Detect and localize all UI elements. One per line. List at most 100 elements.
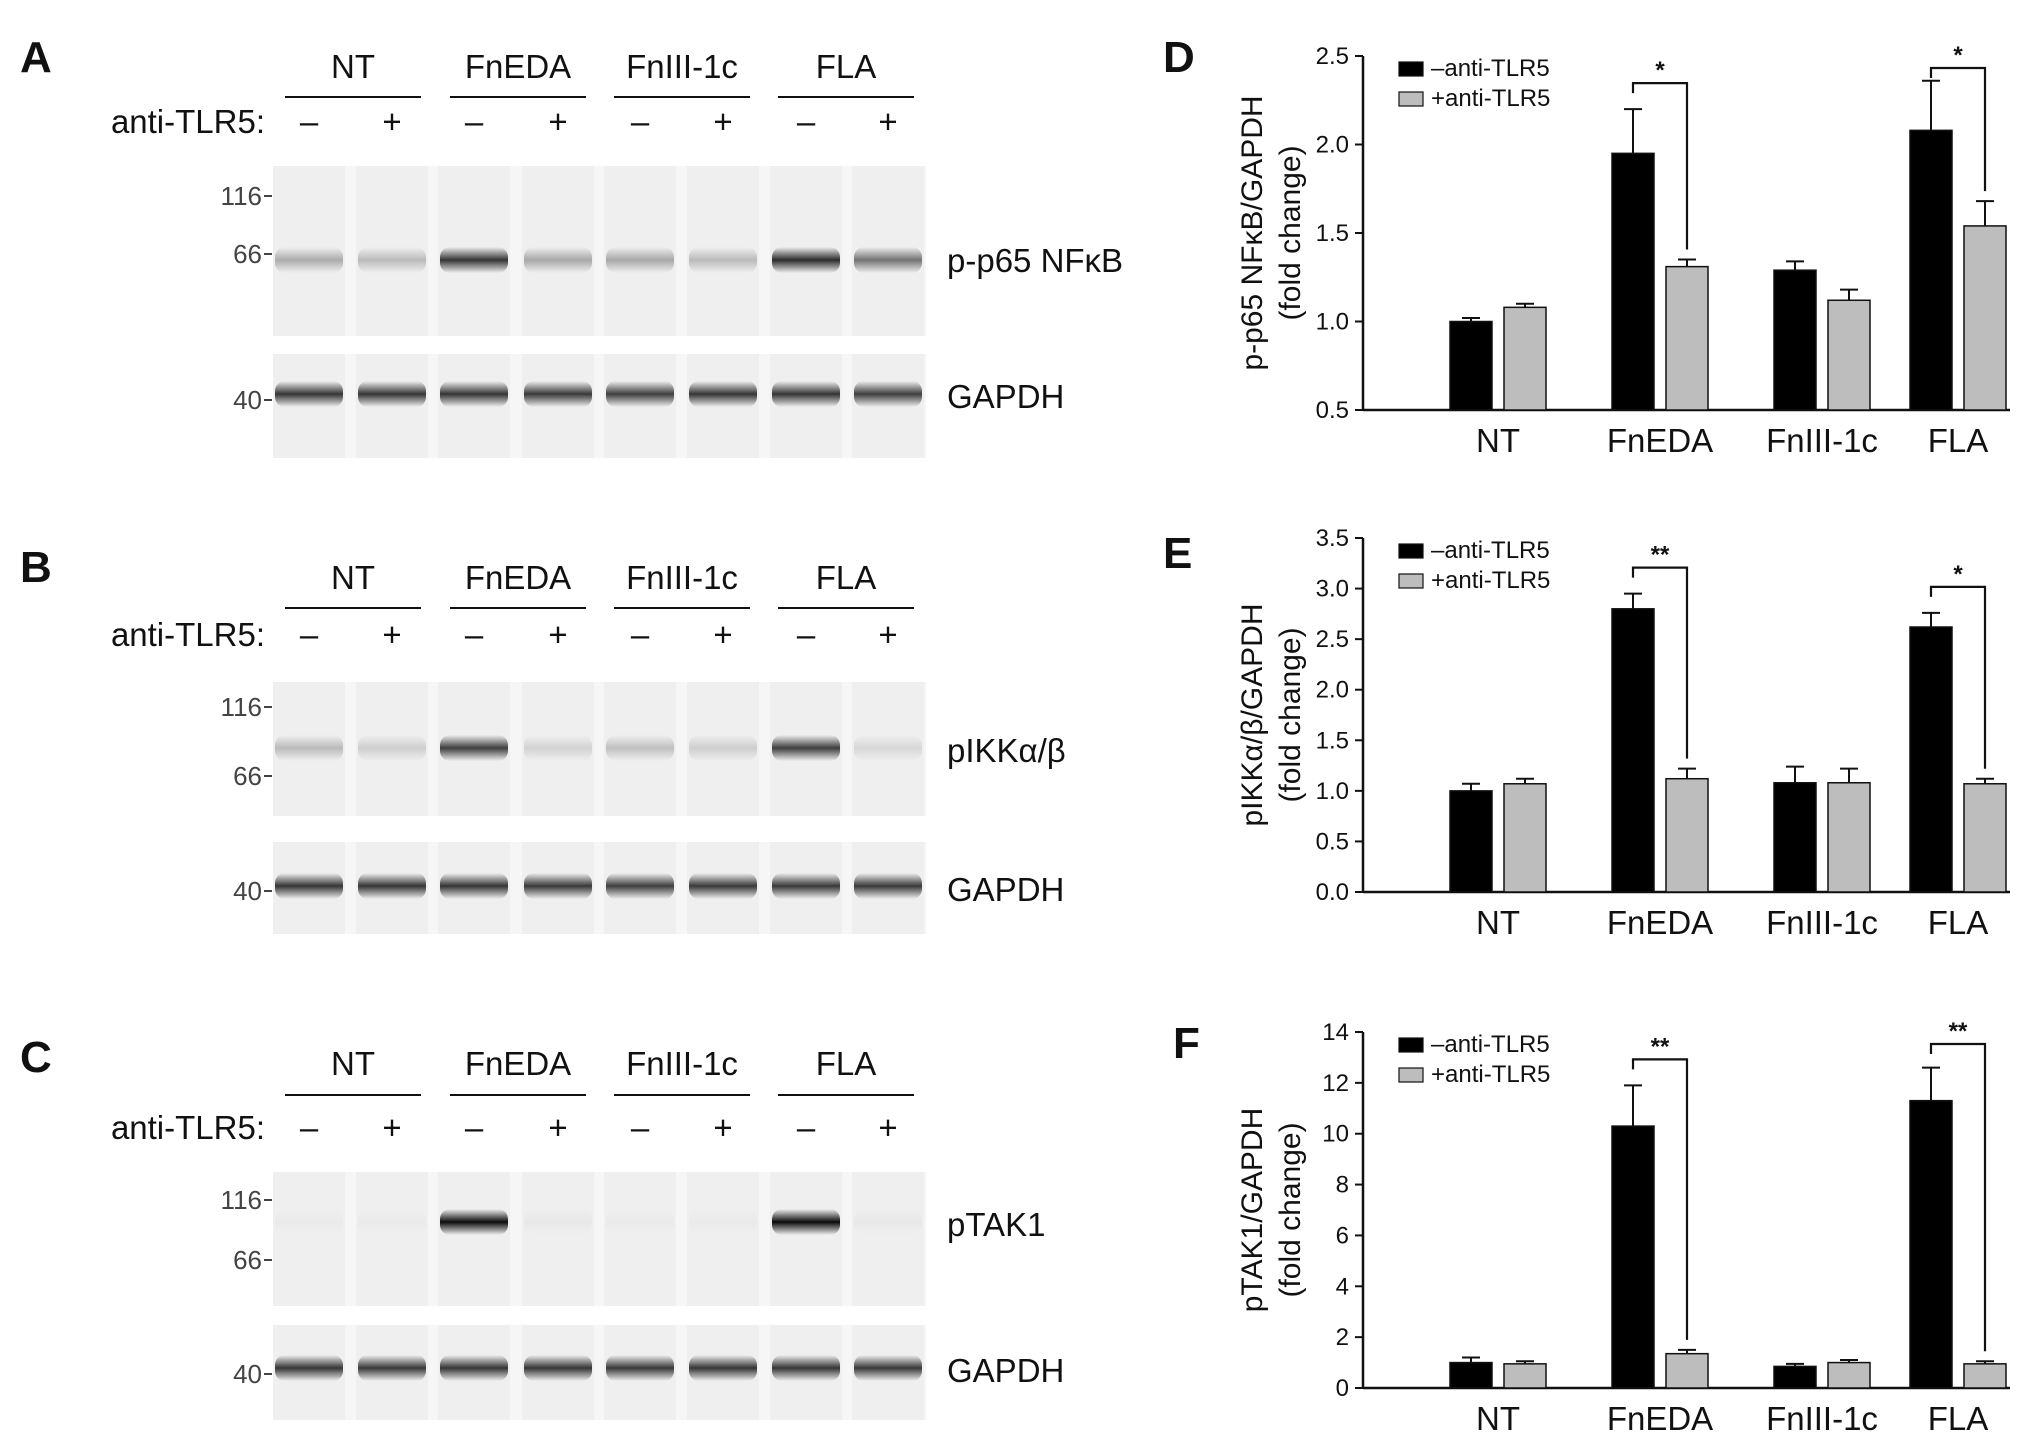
y-axis-title: pTAK1/GAPDH (fold change)	[1236, 1108, 1307, 1313]
group-label: FnIII-1c	[626, 48, 738, 85]
mw-marker: 40	[233, 876, 262, 906]
band	[772, 1209, 840, 1235]
bar	[1827, 1361, 1871, 1389]
bar	[1611, 1125, 1655, 1389]
legend-label: +anti-TLR5	[1431, 1061, 1550, 1088]
band	[606, 1209, 674, 1235]
y-tick-label: 1.0	[1316, 778, 1349, 805]
group-label: FnIII-1c	[626, 1045, 738, 1082]
band	[275, 247, 343, 273]
lane-sign: –	[797, 616, 816, 653]
y-axis-title: pIKKα/β/GAPDH (fold change)	[1236, 604, 1307, 827]
band	[358, 735, 426, 761]
protein-label: GAPDH	[947, 1352, 1064, 1389]
bar	[1909, 626, 1953, 893]
legend-swatch	[1398, 1067, 1424, 1083]
legend-label: –anti-TLR5	[1431, 1031, 1550, 1058]
protein-label: GAPDH	[947, 871, 1064, 908]
y-axis-label: (fold change)	[1274, 1122, 1307, 1297]
band	[772, 735, 840, 761]
category-label: FnIII-1c	[1766, 904, 1878, 941]
bar	[1503, 783, 1547, 893]
bar	[1909, 129, 1953, 411]
chart-E: E 0.0 0.5 1.0 1.5 2.0 2.5 3.0 3.5 pIKKα/β/GAPDH (f…	[1163, 525, 2010, 941]
legend-label: –anti-TLR5	[1431, 55, 1550, 82]
y-tick-label: 2.0	[1316, 132, 1349, 159]
band	[275, 735, 343, 761]
category-label: NT	[1476, 1400, 1520, 1437]
group-label: NT	[331, 48, 375, 85]
lane-sign: –	[797, 103, 816, 140]
significance-bracket	[1929, 585, 1987, 769]
band	[689, 735, 757, 761]
lane-sign: –	[300, 103, 319, 140]
bar	[1773, 269, 1817, 411]
mw-marker: 40	[233, 1359, 262, 1389]
y-axis-label: pIKKα/β/GAPDH	[1236, 604, 1269, 827]
bar	[1449, 790, 1493, 893]
band	[358, 1355, 426, 1381]
category-label: FnIII-1c	[1766, 1400, 1878, 1437]
band	[689, 1355, 757, 1381]
protein-label: pTAK1	[947, 1206, 1045, 1243]
protein-label: GAPDH	[947, 378, 1064, 415]
band	[689, 247, 757, 273]
lane-sign: –	[631, 103, 650, 140]
bar	[1827, 299, 1871, 411]
bar	[1827, 782, 1871, 893]
protein-label: pIKKα/β	[947, 732, 1066, 769]
y-tick-label: 0	[1336, 1375, 1349, 1402]
lane-column	[604, 1172, 676, 1306]
significance-label: *	[1953, 561, 1963, 588]
lane-column	[522, 1172, 594, 1306]
bottom-strip: 40 GAPDH	[233, 354, 1064, 458]
group-label: FnEDA	[465, 559, 571, 596]
bar	[1449, 320, 1493, 411]
y-tick-label: 6	[1336, 1222, 1349, 1249]
row-label: anti-TLR5:	[111, 103, 265, 140]
row-label: anti-TLR5:	[111, 616, 265, 653]
significance-bracket	[1631, 1058, 1689, 1340]
bar	[1611, 608, 1655, 893]
significance-label: *	[1953, 42, 1963, 69]
significance-label: *	[1655, 57, 1665, 84]
top-strip: 116 66 pIKKα/β	[221, 682, 1066, 816]
y-axis-label: p-p65 NFκB/GAPDH	[1236, 95, 1269, 370]
lane-sign: +	[548, 103, 567, 140]
band	[689, 381, 757, 407]
band	[524, 873, 592, 899]
y-tick-label: 2	[1336, 1324, 1349, 1351]
group-label: FLA	[816, 48, 877, 85]
band	[606, 247, 674, 273]
band	[772, 381, 840, 407]
legend-label: +anti-TLR5	[1431, 567, 1550, 594]
chart-F: F 0 2 4 6 8 10 12 14 pTAK1/GAPDH (fold change) NT Fn…	[1173, 1018, 2010, 1437]
lane-column	[770, 1172, 842, 1306]
row-label: anti-TLR5:	[111, 1109, 265, 1146]
band	[606, 735, 674, 761]
lane-sign: +	[878, 1109, 897, 1146]
y-tick-label: 1.0	[1316, 309, 1349, 336]
significance-bracket	[1631, 82, 1689, 250]
y-tick-label: 1.5	[1316, 727, 1349, 754]
y-tick-label: 12	[1322, 1070, 1349, 1097]
lane-sign: –	[300, 616, 319, 653]
lane-column	[687, 1172, 759, 1306]
band	[440, 873, 508, 899]
bar	[1449, 1361, 1493, 1389]
y-tick-label: 4	[1336, 1273, 1349, 1300]
lane-sign: –	[300, 1109, 319, 1146]
category-label: NT	[1476, 422, 1520, 459]
significance-label: **	[1651, 1033, 1670, 1060]
lane-sign: +	[878, 103, 897, 140]
band	[440, 1209, 508, 1235]
top-strip: 116 66 p-p65 NFκB	[221, 166, 1123, 336]
band	[524, 247, 592, 273]
bar	[1963, 225, 2007, 411]
significance-bracket	[1929, 1042, 1987, 1352]
mw-marker: 66	[233, 1245, 262, 1275]
y-tick-label: 2.5	[1316, 43, 1349, 70]
panel-label: E	[1163, 529, 1192, 578]
